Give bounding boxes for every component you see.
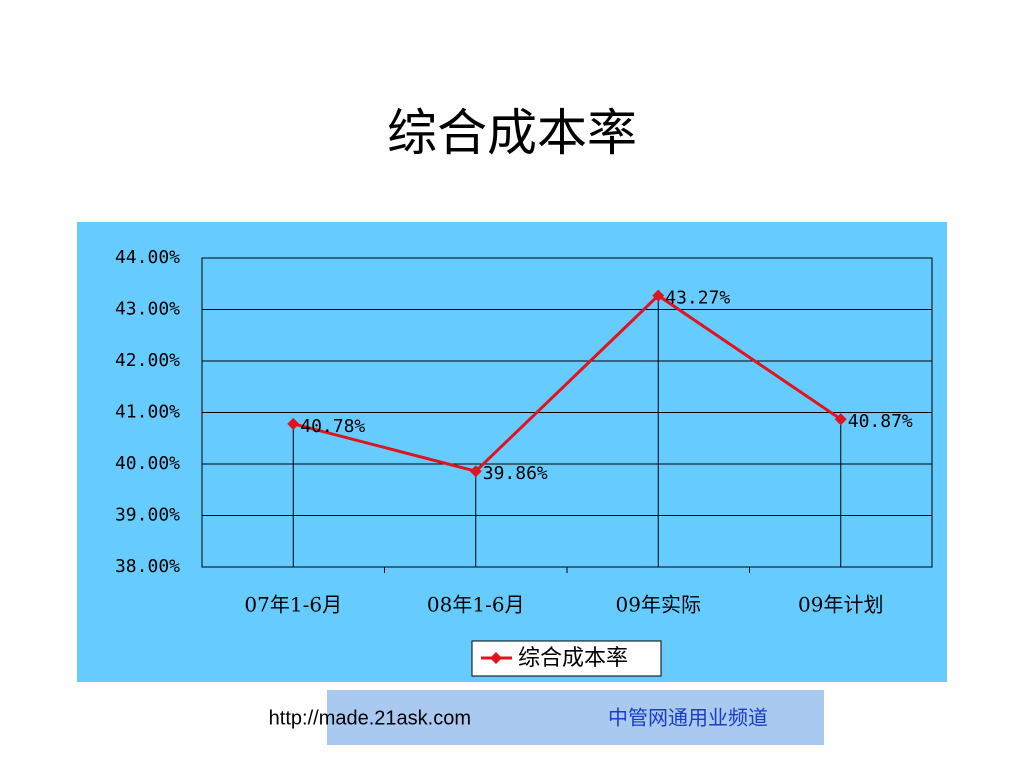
legend-label: 综合成本率: [518, 646, 628, 671]
point-marker: [287, 417, 300, 430]
data-label: 40.78%: [300, 416, 365, 437]
point-marker: [652, 289, 665, 302]
point-marker: [834, 413, 847, 426]
y-tick-label: 38.00%: [115, 556, 180, 577]
x-tick-label: 09年实际: [616, 593, 701, 617]
x-tick-label: 07年1-6月: [244, 593, 342, 617]
y-tick-label: 43.00%: [115, 299, 180, 320]
x-tick-label: 08年1-6月: [427, 593, 525, 617]
x-tick-label: 09年计划: [798, 593, 883, 617]
point-marker: [469, 465, 482, 478]
data-label: 40.87%: [848, 411, 913, 432]
y-tick-label: 39.00%: [115, 505, 180, 526]
y-tick-label: 42.00%: [115, 350, 180, 371]
data-label: 43.27%: [665, 288, 730, 309]
y-tick-label: 44.00%: [115, 247, 180, 268]
data-label: 39.86%: [483, 463, 548, 484]
footer-text: 中管网通用业频道: [608, 706, 768, 729]
footer-url: http://made.21ask.com: [269, 707, 471, 729]
series-line: [292, 293, 842, 473]
legend-marker: [490, 652, 502, 664]
chart-title: 综合成本率: [387, 104, 637, 162]
footer-box: [327, 690, 824, 745]
y-tick-label: 40.00%: [115, 453, 180, 474]
chart-panel: [77, 222, 947, 682]
y-tick-label: 41.00%: [115, 402, 180, 423]
